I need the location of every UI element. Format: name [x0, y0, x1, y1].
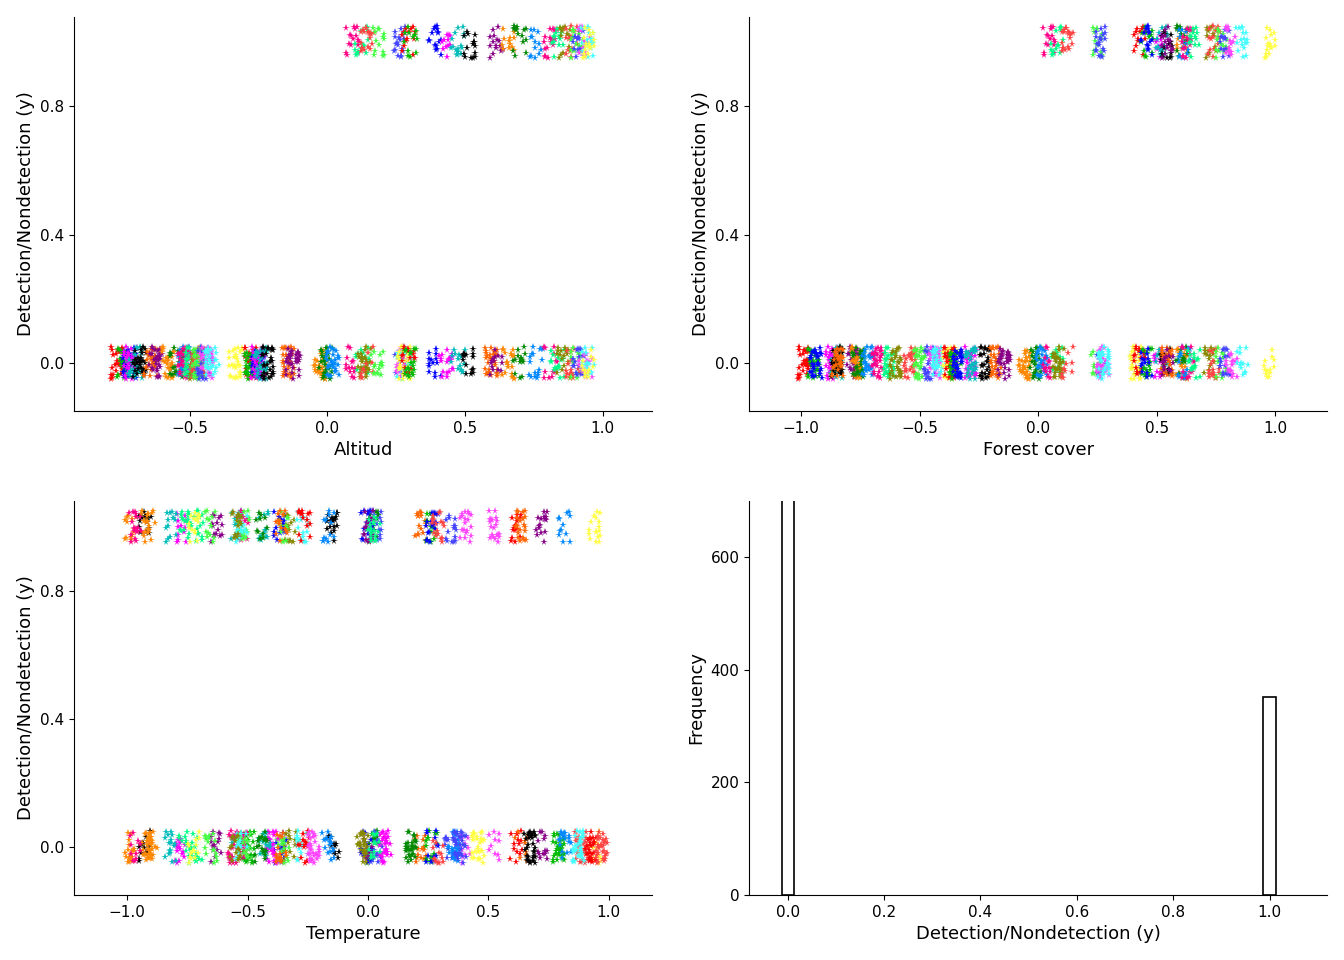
- Bar: [1263, 697, 1275, 895]
- Y-axis label: Frequency: Frequency: [687, 652, 704, 744]
- X-axis label: Forest cover: Forest cover: [982, 442, 1094, 459]
- Y-axis label: Detection/Nondetection (y): Detection/Nondetection (y): [692, 91, 710, 336]
- Y-axis label: Detection/Nondetection (y): Detection/Nondetection (y): [16, 91, 35, 336]
- X-axis label: Altitud: Altitud: [333, 442, 392, 459]
- X-axis label: Temperature: Temperature: [306, 925, 421, 944]
- X-axis label: Detection/Nondetection (y): Detection/Nondetection (y): [915, 925, 1161, 944]
- Y-axis label: Detection/Nondetection (y): Detection/Nondetection (y): [16, 575, 35, 821]
- Bar: [782, 79, 794, 895]
